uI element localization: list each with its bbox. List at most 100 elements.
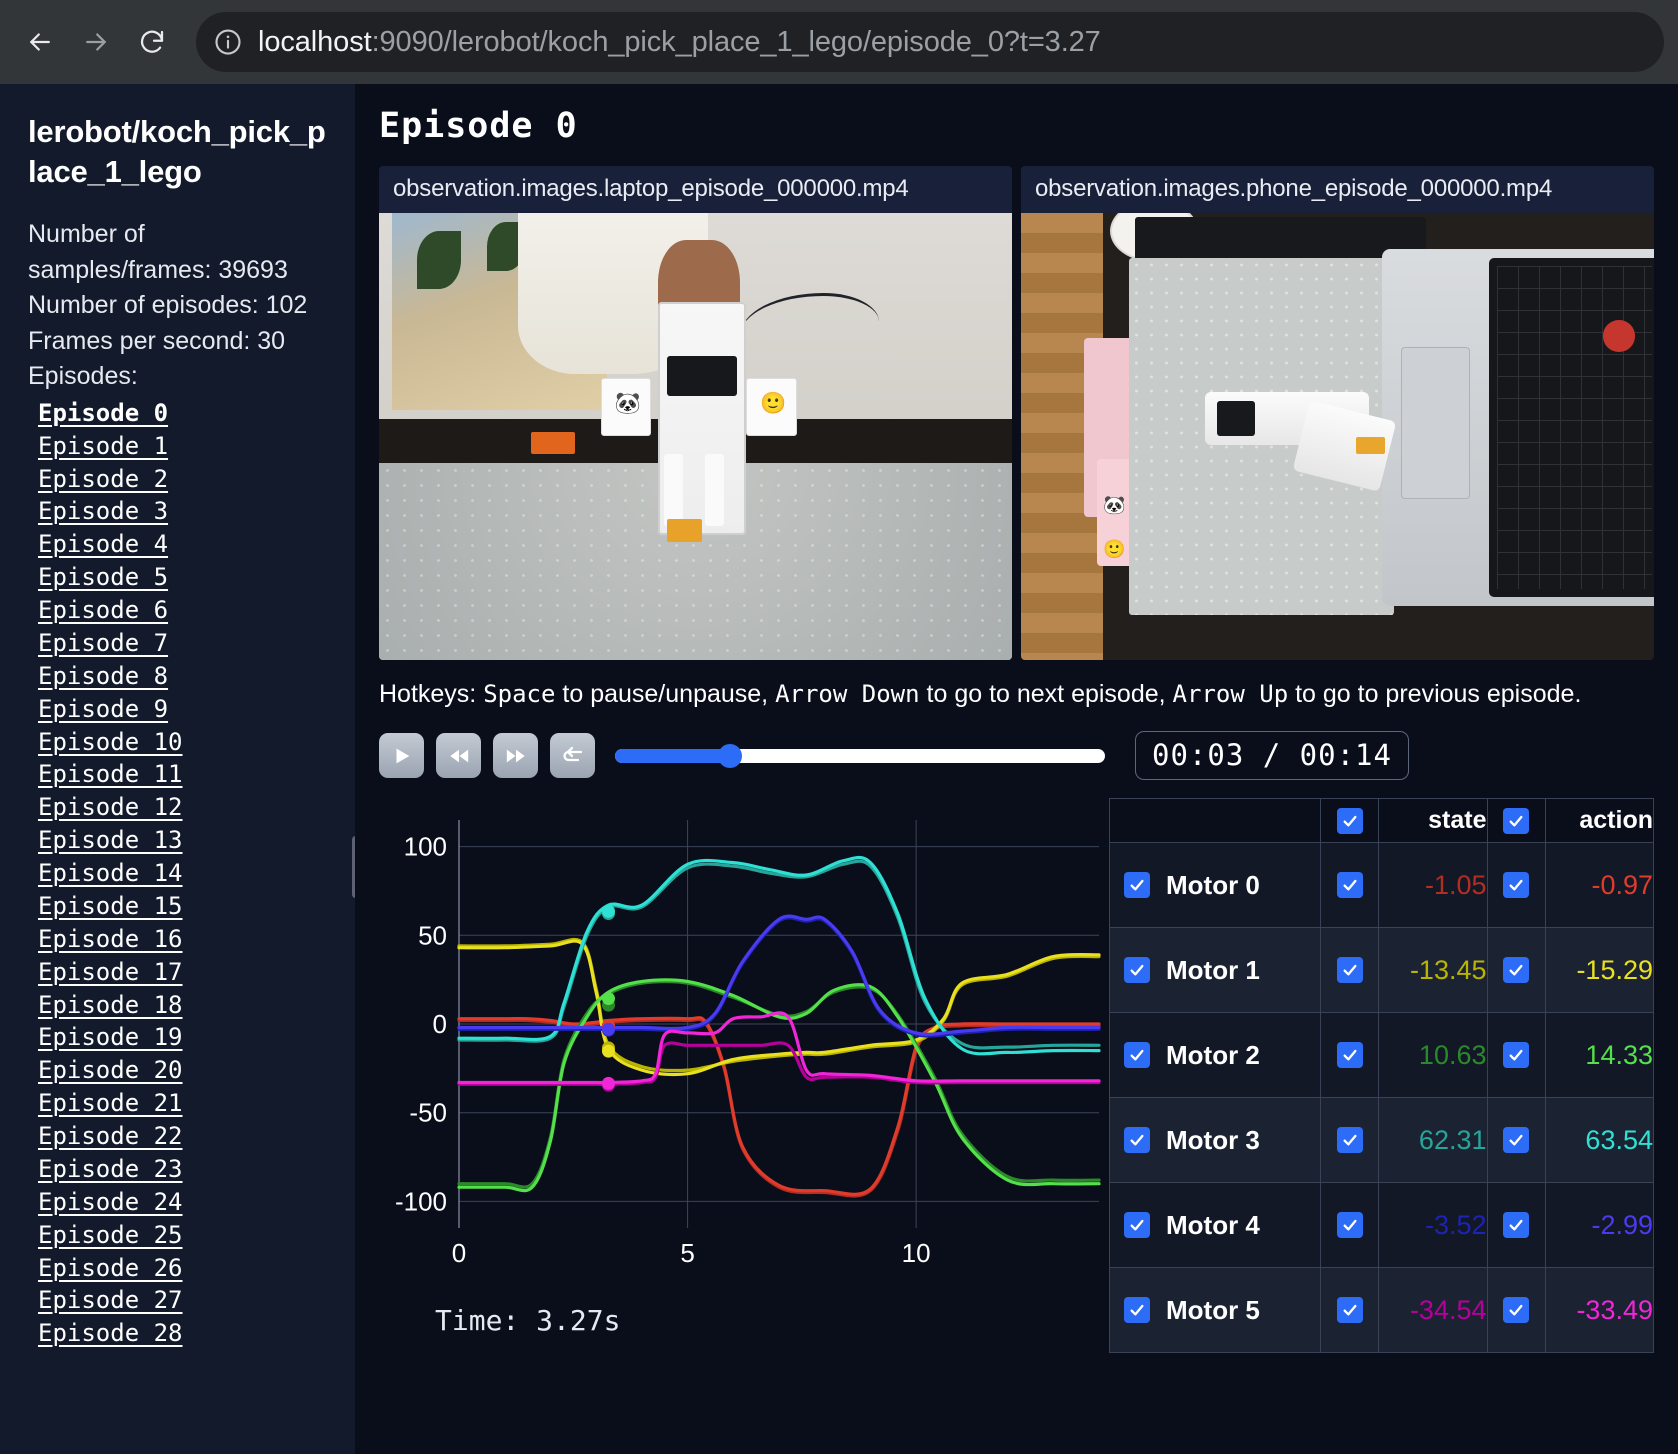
action-checkbox-3[interactable]: [1503, 1127, 1529, 1153]
timeseries-chart[interactable]: -100 -50 0 50 100 0 5 10 Time: 3.27s: [379, 798, 1109, 1353]
episode-list: Episode 0 Episode 1 Episode 2 Episode 3 Epis…: [28, 397, 331, 1350]
episode-link-5[interactable]: Episode 5: [38, 563, 169, 592]
motor-label-0: Motor 0: [1166, 869, 1260, 900]
episode-link-6[interactable]: Episode 6: [38, 596, 169, 625]
state-checkbox-1[interactable]: [1336, 957, 1363, 983]
episode-link-4[interactable]: Episode 4: [38, 530, 169, 559]
seek-track[interactable]: [615, 743, 1105, 768]
episode-link-23[interactable]: Episode 23: [38, 1154, 183, 1183]
episode-link-8[interactable]: Episode 8: [38, 661, 169, 690]
state-checkbox-cell-5[interactable]: [1320, 1267, 1380, 1353]
episode-link-7[interactable]: Episode 7: [38, 628, 169, 657]
state-checkbox-2[interactable]: [1336, 1042, 1363, 1068]
action-column-toggle-cell[interactable]: [1486, 798, 1546, 843]
episode-link-21[interactable]: Episode 21: [38, 1089, 183, 1118]
action-checkbox-2[interactable]: [1503, 1042, 1529, 1068]
rewind-button[interactable]: [436, 733, 481, 778]
site-info-icon[interactable]: [204, 18, 252, 66]
action-checkbox-4[interactable]: [1503, 1212, 1529, 1238]
episode-link-3[interactable]: Episode 3: [38, 497, 169, 526]
motor-name-cell-5[interactable]: Motor 5: [1108, 1267, 1322, 1353]
episode-link-28[interactable]: Episode 28: [38, 1319, 183, 1348]
episode-link-1[interactable]: Episode 1: [38, 431, 169, 460]
episode-link-25[interactable]: Episode 25: [38, 1220, 183, 1249]
resizer-grip[interactable]: [352, 836, 355, 898]
episode-link-0[interactable]: Episode 0: [38, 398, 169, 427]
hotkeys-text-3: to go to previous episode.: [1288, 680, 1582, 708]
address-bar[interactable]: localhost:9090/lerobot/koch_pick_place_1…: [196, 12, 1664, 72]
episode-link-13[interactable]: Episode 13: [38, 826, 183, 855]
episode-link-27[interactable]: Episode 27: [38, 1286, 183, 1315]
episode-link-24[interactable]: Episode 24: [38, 1187, 183, 1216]
panda-emoji-icon: 🐼: [1103, 494, 1126, 515]
episode-link-12[interactable]: Episode 12: [38, 793, 183, 822]
action-checkbox-cell-4[interactable]: [1486, 1182, 1546, 1268]
state-checkbox-3[interactable]: [1336, 1127, 1363, 1153]
episode-link-26[interactable]: Episode 26: [38, 1253, 183, 1282]
episode-link-17[interactable]: Episode 17: [38, 957, 183, 986]
seek-thumb[interactable]: [717, 743, 742, 768]
play-button[interactable]: [379, 733, 424, 778]
action-checkbox-5[interactable]: [1503, 1297, 1529, 1323]
motor-checkbox-2[interactable]: [1124, 1042, 1150, 1068]
state-checkbox-cell-1[interactable]: [1320, 927, 1380, 1013]
motor-name-cell-3[interactable]: Motor 3: [1108, 1097, 1322, 1183]
action-checkbox-cell-0[interactable]: [1486, 842, 1546, 928]
state-checkbox-4[interactable]: [1336, 1212, 1363, 1238]
state-column-checkbox[interactable]: [1336, 807, 1363, 834]
scene-orange-object: [530, 432, 576, 455]
action-checkbox-0[interactable]: [1503, 872, 1529, 898]
series-cursor-marker: [601, 992, 615, 1006]
action-checkbox-cell-5[interactable]: [1486, 1267, 1546, 1353]
fast-forward-button[interactable]: [493, 733, 538, 778]
motor-checkbox-4[interactable]: [1124, 1212, 1150, 1238]
action-checkbox-cell-1[interactable]: [1486, 927, 1546, 1013]
y-tick-label: 50: [418, 920, 447, 950]
episode-link-14[interactable]: Episode 14: [38, 859, 183, 888]
state-checkbox-cell-0[interactable]: [1320, 842, 1380, 928]
episode-link-18[interactable]: Episode 18: [38, 990, 183, 1019]
episode-link-15[interactable]: Episode 15: [38, 891, 183, 920]
state-checkbox-0[interactable]: [1336, 872, 1363, 898]
smile-emoji-icon: 🙂: [1103, 539, 1126, 560]
episode-link-9[interactable]: Episode 9: [38, 694, 169, 723]
state-value-1: -13.45: [1378, 927, 1488, 1013]
motor-checkbox-1[interactable]: [1124, 957, 1150, 983]
episode-link-16[interactable]: Episode 16: [38, 924, 183, 953]
motor-checkbox-0[interactable]: [1124, 872, 1150, 898]
episode-link-10[interactable]: Episode 10: [38, 727, 183, 756]
motor-name-cell-1[interactable]: Motor 1: [1108, 927, 1322, 1013]
state-column-toggle-cell[interactable]: [1320, 798, 1380, 843]
action-checkbox-1[interactable]: [1503, 957, 1529, 983]
state-checkbox-cell-2[interactable]: [1320, 1012, 1380, 1098]
video-label-phone: observation.images.phone_episode_000000.…: [1021, 166, 1654, 213]
motor-checkbox-3[interactable]: [1124, 1127, 1150, 1153]
video-row: observation.images.laptop_episode_000000…: [379, 166, 1654, 660]
seek-bar[interactable]: [615, 733, 1105, 778]
episode-link-20[interactable]: Episode 20: [38, 1056, 183, 1085]
state-value-4: -3.52: [1378, 1182, 1488, 1268]
action-column-checkbox[interactable]: [1503, 807, 1529, 834]
motor-name-cell-4[interactable]: Motor 4: [1108, 1182, 1322, 1268]
episode-link-22[interactable]: Episode 22: [38, 1122, 183, 1151]
sidebar-resizer[interactable]: [349, 84, 355, 1454]
state-checkbox-5[interactable]: [1336, 1297, 1363, 1323]
motor-checkbox-5[interactable]: [1124, 1297, 1150, 1323]
back-button[interactable]: [14, 16, 66, 68]
forward-button[interactable]: [70, 16, 122, 68]
action-checkbox-cell-3[interactable]: [1486, 1097, 1546, 1183]
motor-name-cell-0[interactable]: Motor 0: [1108, 842, 1322, 928]
episode-link-2[interactable]: Episode 2: [38, 464, 169, 493]
motor-name-cell-2[interactable]: Motor 2: [1108, 1012, 1322, 1098]
episode-link-19[interactable]: Episode 19: [38, 1023, 183, 1052]
motor-label-3: Motor 3: [1166, 1124, 1260, 1155]
video-player-phone[interactable]: 🐼 🙂: [1021, 213, 1654, 660]
video-player-laptop[interactable]: 🐼 🙂: [379, 213, 1012, 660]
episode-link-11[interactable]: Episode 11: [38, 760, 183, 789]
table-header-row: state action: [1108, 798, 1654, 843]
state-checkbox-cell-4[interactable]: [1320, 1182, 1380, 1268]
loop-button[interactable]: [550, 733, 595, 778]
reload-button[interactable]: [126, 16, 178, 68]
state-checkbox-cell-3[interactable]: [1320, 1097, 1380, 1183]
action-checkbox-cell-2[interactable]: [1486, 1012, 1546, 1098]
